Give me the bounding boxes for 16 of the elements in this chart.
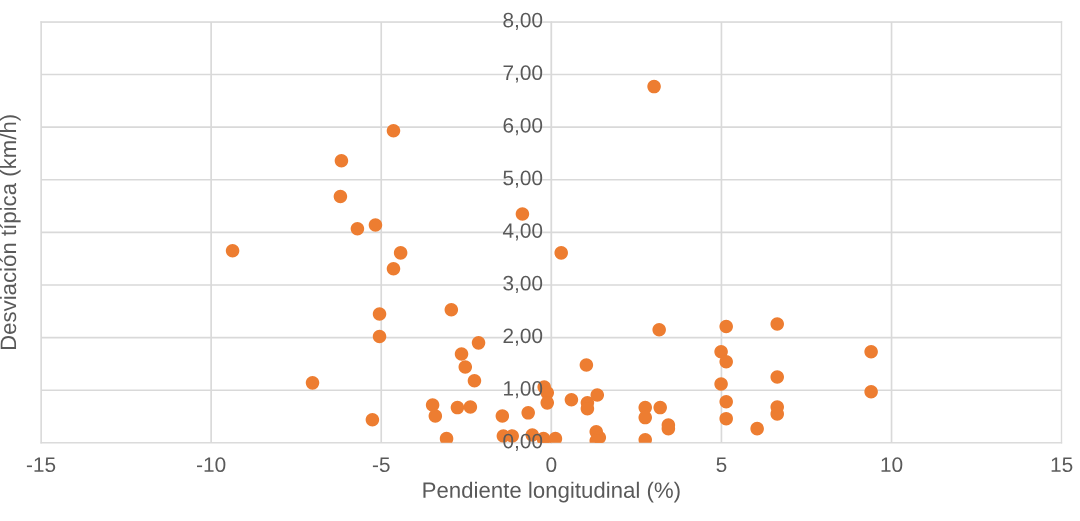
- x-axis-title: Pendiente longitudinal (%): [423, 481, 680, 503]
- x-tick-label: 15: [1051, 457, 1073, 473]
- y-tick-label: 8,00: [503, 12, 543, 30]
- y-tick-label: 6,00: [503, 117, 543, 136]
- x-tick-label: 0: [546, 457, 557, 473]
- x-tick-label: -10: [197, 457, 226, 473]
- y-tick-label: 3,00: [503, 275, 543, 294]
- y-axis-title: Desviación típica (km/h): [0, 115, 21, 350]
- x-tick-label: -15: [26, 457, 56, 473]
- x-tick-label: 5: [716, 457, 727, 473]
- y-tick-label: 4,00: [502, 223, 543, 241]
- x-tick-label: -5: [372, 457, 390, 473]
- y-tick-label: 7,00: [503, 65, 543, 83]
- y-tick-label: 5,00: [503, 170, 543, 188]
- x-tick-label: 10: [881, 457, 903, 473]
- y-tick-label: 2,00: [503, 328, 543, 346]
